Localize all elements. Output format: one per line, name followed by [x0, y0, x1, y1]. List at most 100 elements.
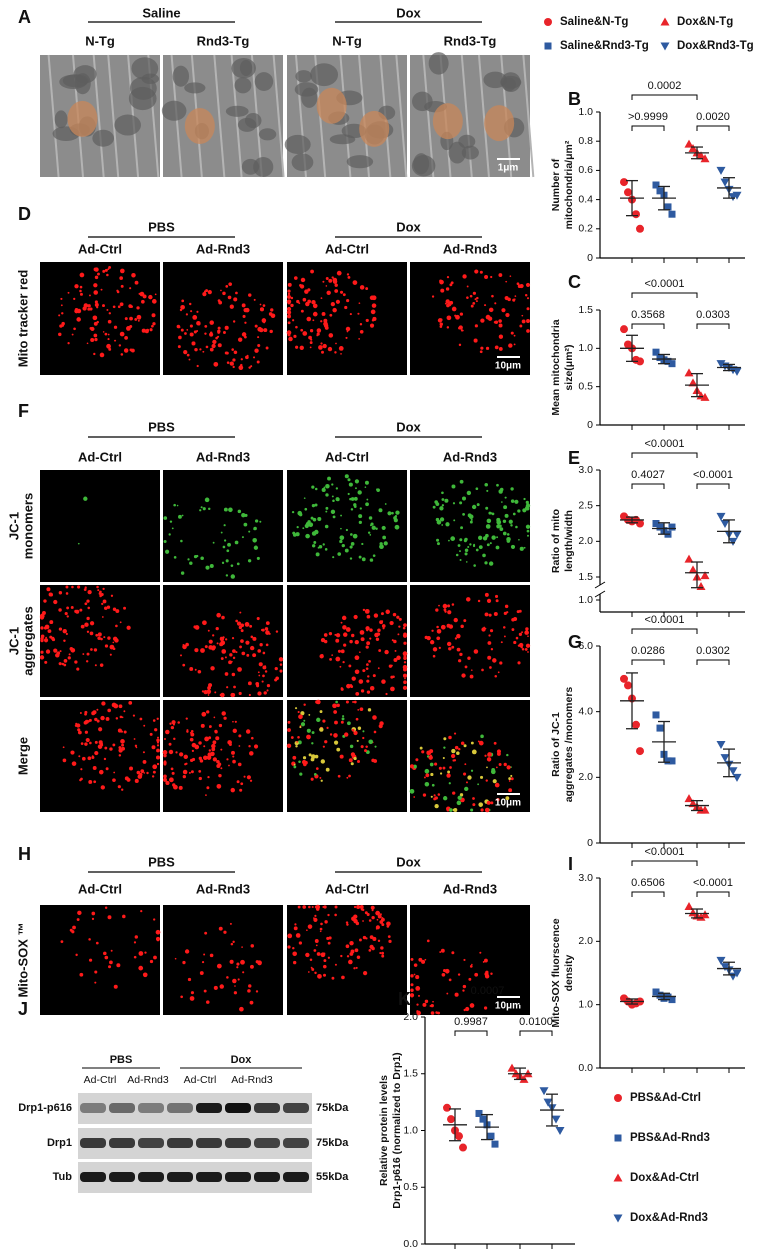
fluorescent-spot	[248, 693, 251, 697]
fluorescent-spot	[62, 758, 67, 763]
p-value: <0.0001	[644, 846, 684, 858]
fluorescent-spot	[443, 796, 448, 801]
fluorescent-spot	[223, 716, 227, 720]
fluorescent-spot	[248, 293, 252, 297]
panel-letter: B	[568, 89, 581, 109]
fluorescent-spot	[313, 949, 317, 952]
fluorescent-spot	[151, 775, 155, 778]
fluorescent-spot	[143, 772, 146, 774]
fluorescent-spot	[390, 686, 395, 692]
data-point	[728, 537, 738, 546]
fluorescent-spot	[371, 915, 375, 920]
fluorescent-spot	[459, 501, 463, 505]
fluorescent-spot	[381, 954, 385, 958]
fluorescent-spot	[314, 914, 317, 917]
y-tick-label: 4.0	[578, 705, 593, 717]
column-label: Rnd3-Tg	[197, 33, 250, 48]
fluorescent-spot	[47, 629, 52, 634]
fluorescent-spot	[369, 524, 372, 527]
fluorescent-spot	[358, 514, 363, 519]
fluorescent-spot	[42, 611, 46, 615]
fluorescent-spot	[320, 297, 323, 300]
y-tick-label: 0.5	[578, 380, 593, 392]
fluorescent-spot	[295, 325, 298, 329]
fluorescent-spot	[440, 948, 445, 953]
fluorescent-spot	[349, 497, 352, 501]
fluorescent-spot	[448, 539, 450, 542]
fluorescent-spot	[113, 703, 119, 709]
fluorescent-spot	[458, 326, 461, 330]
fluorescent-spot	[300, 277, 306, 283]
mitochondrion	[310, 63, 339, 87]
fluorescent-spot	[321, 487, 326, 493]
fluorescent-spot	[497, 671, 500, 674]
fluorescent-spot	[394, 649, 397, 652]
blot-band	[196, 1138, 222, 1148]
p-value: 0.0100	[519, 1016, 553, 1028]
y-tick-label: 1.0	[578, 594, 593, 606]
fluorescent-spot	[76, 667, 80, 671]
fluorescent-spot	[322, 343, 327, 349]
fluorescent-spot	[339, 290, 344, 294]
fluorescent-spot	[247, 681, 252, 686]
fluorescent-spot	[238, 691, 242, 696]
fluorescent-spot	[138, 951, 144, 956]
fluorescent-spot	[354, 639, 359, 645]
fluorescent-spot	[128, 304, 133, 308]
fluorescent-spot	[62, 628, 67, 634]
fluorescent-spot	[429, 762, 434, 767]
fluorescent-spot	[194, 668, 197, 671]
fluorescent-spot	[457, 544, 461, 547]
p-value: 0.0286	[631, 645, 665, 657]
fluorescent-spot	[213, 716, 216, 719]
fluorescent-spot	[346, 683, 351, 689]
fluorescent-spot	[229, 361, 234, 366]
fluorescent-spot	[452, 791, 456, 795]
fluorescent-spot	[302, 527, 305, 530]
blot-band	[254, 1172, 280, 1182]
fluorescent-spot	[511, 628, 515, 632]
fluorescent-spot	[317, 517, 322, 522]
fluorescent-spot	[182, 774, 187, 779]
fluorescent-spot	[171, 771, 175, 775]
fluorescent-spot	[477, 783, 480, 786]
fluorescent-spot	[84, 602, 88, 606]
fluorescent-spot	[337, 552, 342, 556]
data-point	[656, 991, 664, 999]
fluorescent-spot	[429, 749, 434, 754]
fluorescent-spot	[225, 285, 229, 288]
fluorescent-spot	[70, 750, 75, 755]
fluorescent-spot	[451, 603, 455, 606]
mitochondrion	[128, 86, 157, 111]
fluorescent-spot	[335, 638, 340, 643]
fluorescent-spot	[266, 683, 271, 688]
y-axis-label: Number of	[550, 158, 562, 211]
column-label: Ad-Ctrl	[325, 241, 369, 256]
fluorescent-spot	[463, 744, 467, 748]
fluorescent-spot	[58, 608, 62, 612]
fluorescent-spot	[233, 685, 236, 689]
fluorescent-spot	[364, 911, 368, 915]
fluorescent-spot	[94, 337, 98, 342]
fluorescent-spot	[345, 336, 348, 339]
column-label: Ad-Rnd3	[196, 881, 250, 896]
fluorescent-spot	[330, 509, 336, 515]
fluorescent-spot	[58, 662, 62, 666]
fluorescent-spot	[460, 741, 465, 745]
fluorescent-spot	[87, 590, 92, 595]
fluorescent-spot	[262, 651, 266, 655]
row-label: Merge	[15, 737, 30, 775]
data-point	[668, 210, 676, 218]
fluorescent-spot	[97, 632, 102, 637]
fluorescent-spot	[480, 346, 484, 350]
fluorescent-spot	[515, 636, 519, 640]
fluorescent-spot	[484, 807, 490, 813]
fluorescent-spot	[298, 760, 301, 764]
fluorescent-spot	[190, 310, 193, 313]
fluorescent-spot	[454, 732, 457, 735]
data-point	[720, 520, 730, 528]
fluorescent-spot	[446, 276, 450, 279]
fluorescent-spot	[526, 307, 530, 311]
fluorescent-spot	[241, 946, 243, 948]
y-tick-label: 2.0	[403, 1011, 418, 1023]
